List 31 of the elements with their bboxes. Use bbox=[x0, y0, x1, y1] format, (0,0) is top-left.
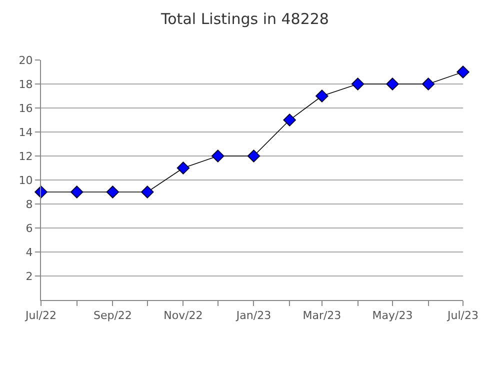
x-tick-label: Jan/23 bbox=[235, 309, 272, 322]
point bbox=[283, 114, 296, 126]
y-tick-label: 14 bbox=[18, 126, 33, 139]
point bbox=[176, 162, 190, 174]
point bbox=[247, 150, 260, 162]
point bbox=[34, 186, 48, 198]
point bbox=[70, 186, 84, 198]
y-tick-label: 2 bbox=[26, 270, 33, 283]
point bbox=[106, 186, 120, 198]
x-tick-label: Jul/23 bbox=[446, 309, 478, 322]
y-tick-label: 16 bbox=[18, 102, 33, 115]
point bbox=[316, 90, 328, 102]
x-tick-label: Sep/22 bbox=[93, 309, 132, 322]
y-tick-label: 18 bbox=[18, 78, 33, 91]
chart-title: Total Listings in 48228 bbox=[160, 10, 329, 28]
point bbox=[212, 150, 224, 162]
point bbox=[456, 66, 470, 78]
x-tick-label: Nov/22 bbox=[164, 309, 203, 322]
y-tick-label: 4 bbox=[26, 246, 33, 259]
point bbox=[422, 78, 435, 90]
y-tick-label: 8 bbox=[26, 198, 33, 211]
point bbox=[386, 78, 399, 90]
x-tick-label: Mar/23 bbox=[302, 309, 342, 322]
y-tick-label: 20 bbox=[18, 54, 33, 67]
point bbox=[351, 78, 364, 90]
y-tick-label: 10 bbox=[18, 174, 33, 187]
point bbox=[141, 186, 154, 198]
x-tick-label: Jul/22 bbox=[24, 309, 56, 322]
y-tick-label: 12 bbox=[18, 150, 33, 163]
x-tick-label: May/23 bbox=[372, 309, 413, 322]
y-tick-label: 6 bbox=[26, 222, 33, 235]
